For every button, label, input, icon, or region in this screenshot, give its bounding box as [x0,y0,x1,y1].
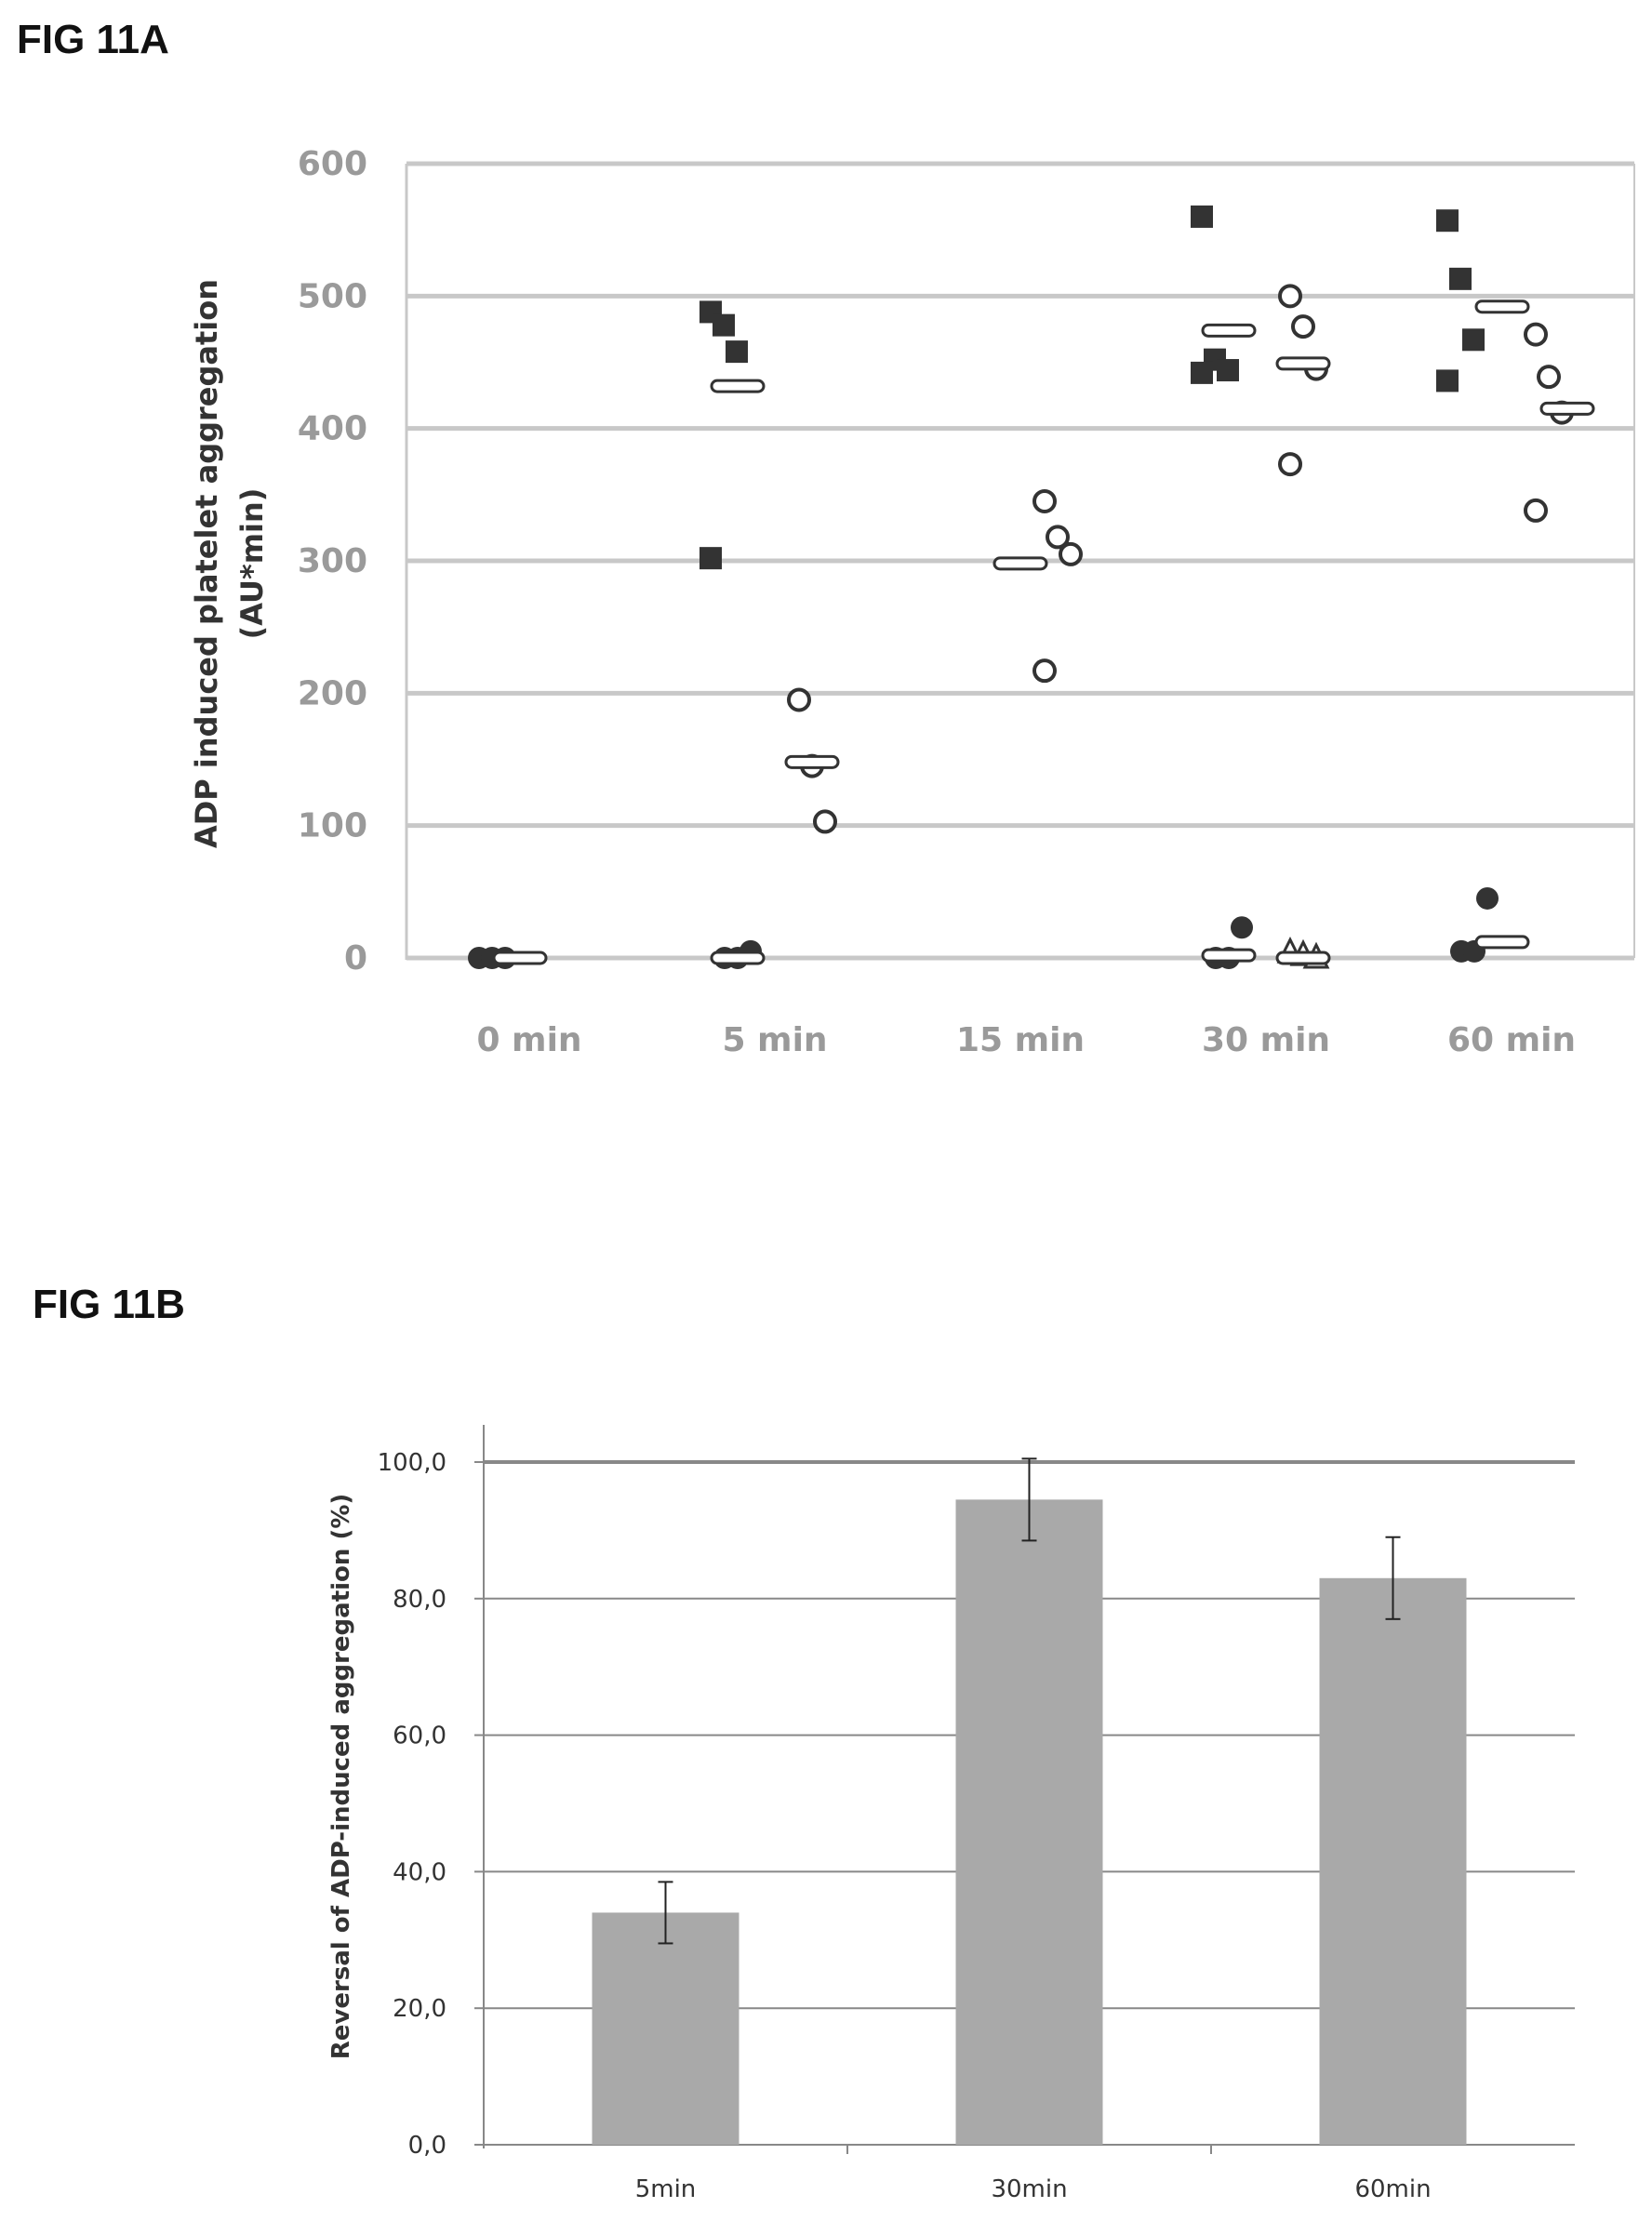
a-y-tick-label: 500 [298,277,367,315]
a-mean-marker [1201,948,1257,963]
b-grid [474,1460,1575,2154]
a-point-filled-square [699,547,722,570]
a-point-filled-square [1449,267,1472,290]
b-x-tick-label: 30min [991,2175,1067,2203]
a-grid [406,161,1635,961]
b-y-tick-labels: 0,0 20,0 40,0 60,0 80,0 100,0 [378,1449,446,2160]
b-x-tick-label: 60min [1354,2175,1431,2203]
b-bar [592,1912,739,2145]
a-mean-marker [1275,951,1331,965]
a-point-open-circle [1524,498,1548,523]
a-mean-markers [492,299,1595,965]
a-mean-marker [1201,323,1257,338]
a-point-filled-square [726,340,748,364]
b-x-tick-labels: 5min 30min 60min [635,2175,1432,2203]
scatter-chart: 0 100 200 300 400 500 600 0 min 5 min 15 min 30 m… [189,145,1635,1059]
a-point-filled-square [1436,369,1459,392]
a-data-points [468,205,1574,969]
a-y-tick-labels: 0 100 200 300 400 500 600 [298,145,367,978]
b-y-tick-label: 100,0 [378,1449,446,1477]
a-x-tick-label: 0 min [476,1021,581,1059]
a-point-open-circle [1059,541,1083,566]
a-point-open-circle [1032,488,1057,513]
b-error-bars [658,1457,1401,1945]
a-mean-marker [710,379,766,393]
a-y-tick-label: 300 [298,542,367,580]
a-point-open-circle [1537,365,1561,390]
a-point-filled-square [1462,328,1485,352]
a-point-filled-square [1436,209,1459,233]
a-point-open-circle [1278,452,1302,477]
a-point-open-circle [787,687,811,712]
a-mean-marker [993,556,1048,571]
b-y-tick-label: 60,0 [393,1722,446,1750]
a-x-tick-label: 60 min [1447,1021,1576,1059]
a-x-tick-label: 30 min [1202,1021,1330,1059]
a-point-filled-square [713,313,735,337]
a-point-filled-circle [1476,886,1499,910]
a-mean-marker [784,754,840,769]
a-mean-marker [492,951,548,965]
a-point-open-circle [1524,322,1548,347]
a-x-tick-label: 5 min [722,1021,827,1059]
b-y-tick-label: 40,0 [393,1858,446,1886]
a-point-filled-square [1217,359,1239,382]
a-mean-marker [710,951,766,965]
a-y-tick-label: 0 [344,939,367,978]
a-y-tick-label: 600 [298,145,367,183]
a-point-filled-square [1191,361,1213,384]
a-x-tick-labels: 0 min 5 min 15 min 30 min 60 min [476,1021,1576,1059]
a-y-axis-label: ADP induced platelet aggregation [189,279,224,848]
b-bar [1319,1577,1467,2145]
b-y-tick-label: 20,0 [393,1995,446,2023]
fig-11a-label: FIG 11A [17,17,169,62]
a-mean-marker [1474,935,1530,950]
a-point-open-circle [1046,525,1070,550]
b-y-tick-label: 0,0 [408,2132,446,2160]
a-mean-marker [1539,401,1595,416]
a-y-axis-label-units: (AU*min) [234,488,270,640]
b-bar [955,1499,1103,2145]
a-point-open-circle [1032,658,1057,684]
a-y-tick-label: 100 [298,807,367,845]
b-y-axis-label: Reversal of ADP-induced aggregation (%) [327,1494,355,2060]
a-point-filled-circle [1231,916,1253,939]
a-point-open-circle [813,809,837,834]
b-bars [592,1499,1467,2145]
a-point-open-circle [1278,284,1302,309]
a-mean-marker [1474,299,1530,314]
b-y-tick-label: 80,0 [393,1586,446,1614]
a-point-filled-square [1191,205,1213,228]
a-point-open-circle [1291,314,1315,339]
a-x-tick-label: 15 min [956,1021,1085,1059]
a-mean-marker [1275,356,1331,371]
a-y-tick-label: 400 [298,410,367,448]
b-x-tick-label: 5min [635,2175,697,2203]
a-y-tick-label: 200 [298,674,367,712]
fig-11b-label: FIG 11B [33,1282,185,1327]
